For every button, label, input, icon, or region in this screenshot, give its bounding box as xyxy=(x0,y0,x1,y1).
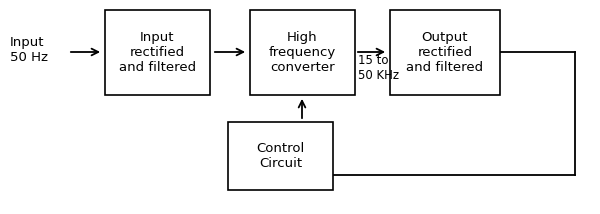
Text: 15 to
50 KHz: 15 to 50 KHz xyxy=(358,54,399,82)
Bar xyxy=(250,10,355,95)
Text: Output
rectified
and filtered: Output rectified and filtered xyxy=(406,31,484,74)
Text: High
frequency
converter: High frequency converter xyxy=(269,31,336,74)
Text: Input
rectified
and filtered: Input rectified and filtered xyxy=(119,31,196,74)
Bar xyxy=(228,122,333,190)
Bar xyxy=(390,10,500,95)
Text: Control
Circuit: Control Circuit xyxy=(256,142,305,170)
Bar xyxy=(105,10,210,95)
Text: Input
50 Hz: Input 50 Hz xyxy=(10,36,48,64)
